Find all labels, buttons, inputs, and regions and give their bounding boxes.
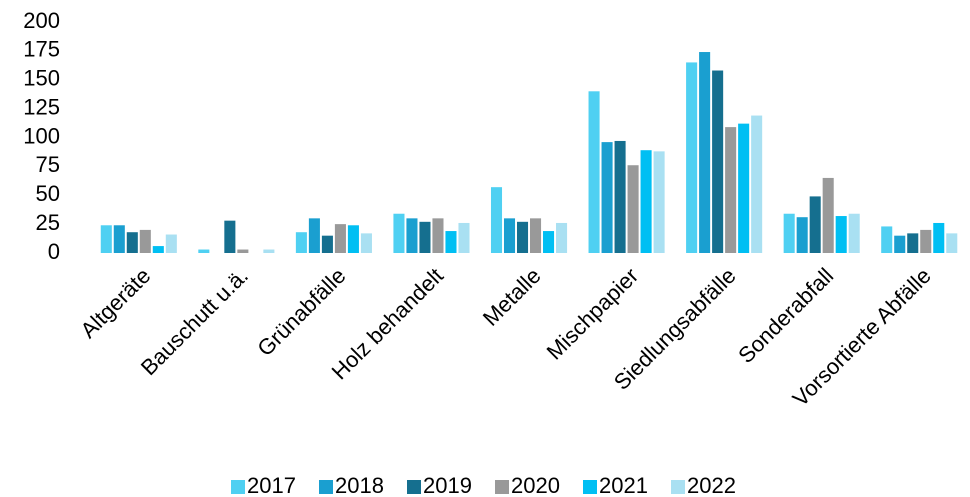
y-tick-label: 50 [36,181,60,206]
x-tick-label: Altgeräte [75,263,155,343]
bar [835,216,847,253]
bar [796,217,808,253]
bar [543,231,555,253]
legend-swatch [231,480,245,494]
y-tick-label: 125 [23,94,60,119]
bar [881,226,893,253]
y-tick-label: 25 [36,210,60,235]
bar [556,222,568,253]
bar [809,196,821,253]
legend-label: 2018 [335,473,384,497]
bar [894,235,906,253]
bar [907,233,919,253]
bar [321,235,333,253]
bar [237,249,249,253]
bar [614,140,626,253]
bar [848,213,860,253]
bar [432,218,444,253]
legend-label: 2021 [599,473,648,497]
bar [627,165,639,253]
bar [933,222,945,253]
bar [263,249,275,253]
legend-swatch [583,480,597,494]
bar [920,229,932,253]
bar [347,225,359,253]
x-tick-label: Mischpapier [542,263,644,365]
y-tick-label: 175 [23,37,60,62]
bar [712,70,724,253]
legend-label: 2022 [687,473,736,497]
legend-swatch [407,480,421,494]
bar [126,232,138,253]
bar [295,232,307,253]
bar [224,220,236,253]
bar [419,221,431,253]
legend-label: 2020 [511,473,560,497]
y-tick-label: 200 [23,8,60,33]
bar [751,115,763,254]
bar [334,224,346,253]
bar [530,218,542,253]
bar [445,231,457,253]
bar [822,177,834,253]
legend-swatch [495,480,509,494]
legend-swatch [671,480,685,494]
bar [165,234,177,253]
bar [588,91,600,253]
x-tick-label: Sonderabfall [733,263,838,368]
bar [139,229,151,253]
bar [360,233,372,253]
bar [393,213,405,253]
x-tick-label: Grünabfälle [252,263,350,361]
bar [308,218,320,253]
legend-label: 2017 [247,473,296,497]
bar [946,233,958,253]
bar [640,150,652,253]
bar [516,221,529,253]
y-tick-label: 100 [23,123,60,148]
bar [406,218,418,253]
bar [783,213,795,253]
y-tick-label: 75 [36,152,60,177]
legend-label: 2019 [423,473,472,497]
bar [198,249,210,253]
bar [653,151,665,253]
bar [725,127,737,253]
bar [686,62,698,253]
bar [458,222,470,253]
bar [152,246,164,253]
bar [503,218,516,253]
bar [601,142,613,253]
bar [699,52,711,253]
y-tick-label: 0 [48,239,60,264]
bar [113,225,125,253]
bar [738,123,750,253]
bar [100,225,112,253]
bar [490,187,503,253]
y-tick-label: 150 [23,66,60,91]
legend-swatch [319,480,333,494]
x-tick-label: Metalle [478,263,546,331]
